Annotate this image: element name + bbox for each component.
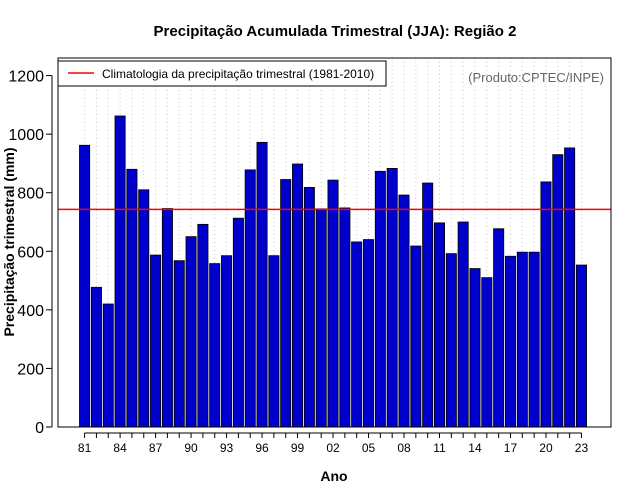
bar-83 <box>102 303 114 428</box>
y-tick-label-400: 400 <box>17 303 44 320</box>
x-tick-label-14: 14 <box>468 441 482 455</box>
x-tick-label-20: 20 <box>539 441 553 455</box>
bar-08 <box>398 194 410 428</box>
bar-11 <box>433 222 445 428</box>
y-tick-label-200: 200 <box>17 361 44 378</box>
chart-title: Precipitação Acumulada Trimestral (JJA):… <box>154 23 517 40</box>
x-tick-label-17: 17 <box>504 441 518 455</box>
bar-85 <box>126 168 138 428</box>
bar-87 <box>150 254 162 428</box>
bar-82 <box>90 286 102 428</box>
bar-22 <box>564 147 576 428</box>
legend-box <box>57 60 387 87</box>
y-tick-label-1200: 1200 <box>8 69 44 86</box>
x-tick-label-02: 02 <box>326 441 340 455</box>
x-tick-label-87: 87 <box>149 441 163 455</box>
bar-05 <box>363 239 375 428</box>
x-axis-label: Ano <box>320 468 347 484</box>
bar-18 <box>516 251 528 428</box>
legend-label: Climatologia da precipitação trimestral … <box>102 67 374 81</box>
bars <box>79 115 587 428</box>
plot-frame <box>57 57 612 428</box>
x-tick-label-05: 05 <box>362 441 376 455</box>
bar-15 <box>481 277 493 428</box>
y-tick-label-1000: 1000 <box>8 127 44 144</box>
bar-81 <box>79 144 91 428</box>
bar-03 <box>339 207 351 428</box>
bar-89 <box>173 260 185 428</box>
bar-17 <box>504 255 516 428</box>
y-axis: 0 200 400 600 800 1000 1200 <box>8 69 53 437</box>
x-tick-label-96: 96 <box>255 441 269 455</box>
bar-07 <box>386 168 398 428</box>
x-tick-label-99: 99 <box>291 441 305 455</box>
bar-94 <box>232 217 244 428</box>
bar-84 <box>114 115 126 428</box>
bar-95 <box>244 169 256 428</box>
bar-04 <box>351 241 363 428</box>
bar-92 <box>209 263 221 428</box>
bar-86 <box>138 189 150 428</box>
bar-14 <box>469 268 481 428</box>
bar-10 <box>422 182 434 428</box>
y-axis-label: Precipitação trimestral (mm) <box>1 147 17 336</box>
x-tick-label-11: 11 <box>433 441 446 455</box>
bar-88 <box>161 208 173 428</box>
x-tick-label-90: 90 <box>184 441 198 455</box>
bar-13 <box>457 221 469 428</box>
bar-21 <box>552 154 564 428</box>
bar-00 <box>303 187 315 428</box>
bar-93 <box>221 255 233 428</box>
x-tick-label-84: 84 <box>113 441 127 455</box>
bar-01 <box>315 208 327 428</box>
bar-90 <box>185 236 197 428</box>
bar-23 <box>575 264 587 428</box>
bar-97 <box>268 255 280 428</box>
y-tick-label-600: 600 <box>17 244 44 261</box>
bar-16 <box>493 228 505 428</box>
bar-99 <box>292 163 304 428</box>
bar-02 <box>327 179 339 428</box>
x-tick-label-08: 08 <box>397 441 411 455</box>
bar-09 <box>410 245 422 428</box>
bar-98 <box>280 179 292 428</box>
bar-96 <box>256 141 268 428</box>
bar-91 <box>197 223 209 428</box>
bar-20 <box>540 181 552 428</box>
y-tick-label-0: 0 <box>35 420 44 437</box>
x-axis: 81 84 87 90 93 96 99 02 05 08 11 14 17 20 23 <box>78 432 589 455</box>
bar-19 <box>528 251 540 428</box>
x-tick-label-81: 81 <box>78 441 92 455</box>
credit-text: (Produto:CPTEC/INPE) <box>468 70 604 85</box>
bar-12 <box>445 253 457 428</box>
x-tick-label-93: 93 <box>220 441 234 455</box>
legend: Climatologia da precipitação trimestral … <box>57 60 387 87</box>
x-tick-label-23: 23 <box>575 441 589 455</box>
y-tick-label-800: 800 <box>17 186 44 203</box>
